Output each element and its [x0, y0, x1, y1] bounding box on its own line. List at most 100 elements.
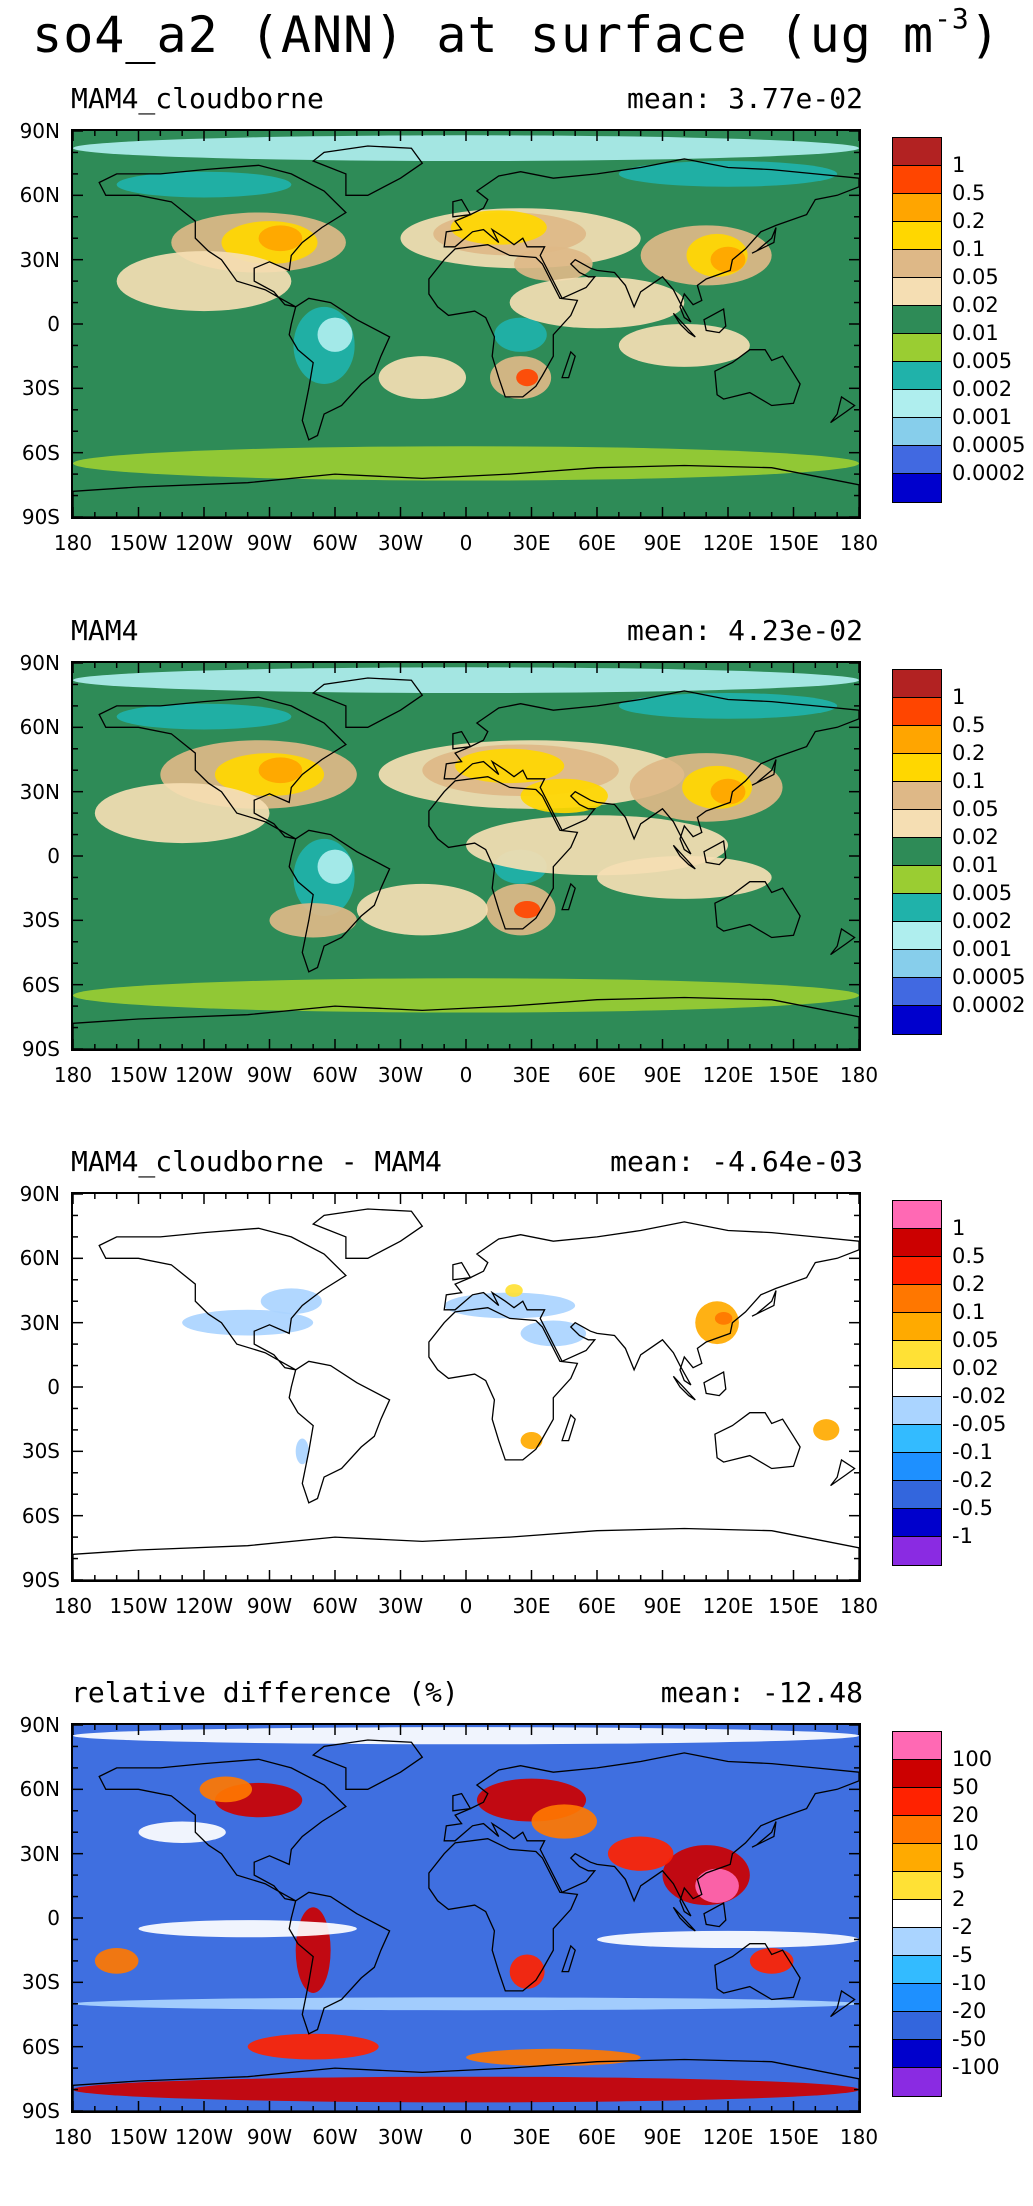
map-plot-area: [71, 129, 861, 519]
contour-region: [73, 135, 859, 162]
lon-tick-label: 60W: [312, 531, 358, 555]
lon-tick-label: 0: [459, 1063, 473, 1087]
colorbar-label: -5: [952, 1943, 973, 1967]
lat-tick-label: 90N: [19, 651, 60, 675]
coastline: [311, 1739, 424, 1790]
colorbar-swatch: [893, 446, 941, 474]
coastline: [830, 1458, 856, 1487]
colorbar-swatch: [893, 334, 941, 362]
lat-tick-label: 30S: [21, 376, 60, 401]
colorbar-swatch: [893, 1006, 941, 1034]
lat-tick-label: 90S: [21, 505, 60, 529]
lon-tick-label: 60E: [577, 531, 617, 555]
map-panel: MAM4 mean: 4.23e-02 90N 60N 30N 0 30S 60S 90S 180…: [0, 614, 1033, 1144]
lon-tick-label: 0: [459, 1594, 473, 1618]
coastline: [714, 1943, 801, 2001]
lon-tick-label: 180: [53, 531, 93, 555]
contour-region: [138, 1920, 357, 1938]
colorbar-swatch: [893, 1956, 941, 1984]
colorbar-swatch: [893, 418, 941, 446]
lon-label-row: 180 150W 120W 90W 60W 30W 0 30E 60E 90E 120E 150E 18…: [0, 1594, 1033, 1624]
lon-tick-label: 180: [839, 1063, 879, 1087]
colorbar-label: -0.2: [952, 1468, 993, 1492]
colorbar-swatch: [893, 1872, 941, 1900]
contour-region: [714, 1311, 733, 1325]
coastline: [714, 881, 801, 939]
contour-region: [618, 693, 838, 719]
lat-tick-label: 0: [47, 1375, 60, 1399]
panel-mean: mean: 3.77e-02: [626, 82, 863, 115]
lat-tick-label: 60N: [19, 715, 60, 740]
coastline: [672, 1906, 696, 1932]
colorbar-swatch: [893, 1397, 941, 1425]
contour-region: [710, 246, 746, 273]
map-background: [73, 1194, 859, 1580]
lon-label-row: 180 150W 120W 90W 60W 30W 0 30E 60E 90E 120E 150E 18…: [0, 2125, 1033, 2155]
colorbar-swatch: [893, 698, 941, 726]
colorbar-label: -1: [952, 1524, 973, 1548]
colorbar-swatch: [893, 754, 941, 782]
colorbar-swatch: [893, 950, 941, 978]
colorbar-swatch: [893, 1257, 941, 1285]
colorbar-label: -2: [952, 1915, 973, 1939]
contour-region: [295, 1907, 331, 1994]
contour-region: [520, 1432, 543, 1450]
contour-region: [116, 703, 292, 730]
contour-region: [73, 1997, 859, 2011]
coastline: [561, 350, 576, 379]
colorbar-label: 1: [952, 685, 966, 709]
panel-title: MAM4_cloudborne: [71, 82, 324, 115]
contour-region: [514, 901, 541, 919]
lon-tick-label: 150W: [109, 2125, 168, 2149]
lon-tick-label: 120W: [175, 2125, 233, 2149]
colorbar-label: -20: [952, 1999, 987, 2023]
panel-title: MAM4_cloudborne - MAM4: [71, 1145, 442, 1178]
coastline: [443, 690, 859, 855]
colorbar-label: -0.05: [952, 1412, 1007, 1436]
lon-tick-label: 150W: [109, 1063, 168, 1087]
lon-tick-label: 30E: [512, 1063, 551, 1087]
coastline: [452, 730, 472, 750]
colorbar-label: -0.5: [952, 1496, 993, 1520]
contour-region: [73, 446, 859, 481]
lon-tick-label: 150W: [109, 1594, 168, 1618]
coastline: [443, 1221, 859, 1386]
map-svg: [73, 131, 859, 517]
lat-tick-label: 60N: [19, 183, 60, 208]
colorbar-label: 0.002: [952, 909, 1013, 933]
lon-tick-label: 180: [53, 1594, 93, 1618]
colorbar-swatch: [893, 222, 941, 250]
colorbar-label: 0.02: [952, 825, 999, 849]
panel-mean: mean: 4.23e-02: [626, 614, 863, 647]
contour-region: [749, 1948, 794, 1974]
lat-tick-label: 60S: [21, 972, 60, 997]
contour-region: [509, 276, 685, 329]
colorbar-label: 5: [952, 1859, 966, 1883]
coastline: [703, 1370, 727, 1397]
colorbar-swatch: [893, 1313, 941, 1341]
panel-title: MAM4: [71, 614, 139, 647]
colorbar-swatch: [893, 138, 941, 166]
lat-tick-label: 60S: [21, 1503, 60, 1528]
lon-tick-label: 60E: [577, 1063, 617, 1087]
lat-tick-label: 90N: [19, 1713, 60, 1737]
colorbar-label: 0.0005: [952, 965, 1026, 989]
contour-region: [247, 2033, 379, 2060]
map-svg: [73, 663, 859, 1049]
colorbar-label: 0.5: [952, 181, 986, 205]
colorbar-label: 1: [952, 1216, 966, 1240]
colorbar-label: 0.001: [952, 405, 1013, 429]
figure-title-close: ): [969, 6, 1001, 64]
lon-tick-label: 120E: [702, 2125, 754, 2149]
coastline: [830, 395, 856, 424]
contour-region: [317, 849, 353, 884]
lat-tick-label: 30N: [19, 1841, 60, 1866]
coastline: [830, 1989, 856, 2018]
lon-tick-label: 60W: [312, 2125, 358, 2149]
lon-tick-label: 90E: [643, 1594, 682, 1618]
lat-tick-label: 30S: [21, 908, 60, 933]
map-svg: [73, 1725, 859, 2111]
lon-tick-label: 30E: [512, 1594, 551, 1618]
colorbar-label: -0.1: [952, 1440, 993, 1464]
contour-region: [695, 1301, 739, 1345]
